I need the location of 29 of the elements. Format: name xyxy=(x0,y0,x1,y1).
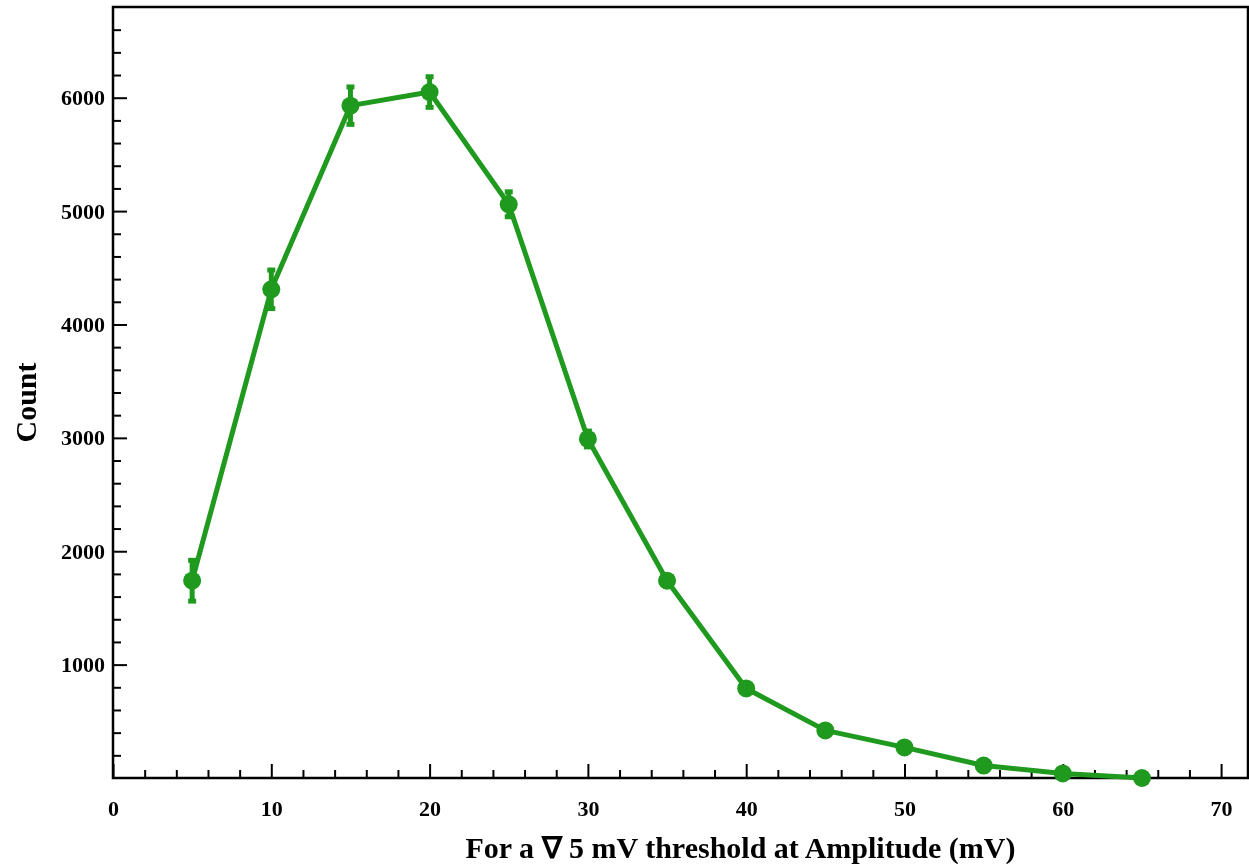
point xyxy=(737,679,756,698)
y-tick-label: 6000 xyxy=(61,85,105,111)
point xyxy=(499,195,518,214)
y-tick-label: 3000 xyxy=(61,425,105,451)
point xyxy=(658,571,677,590)
point xyxy=(1132,769,1151,787)
x-axis-title: For a ∇ 5 mV threshold at Amplitude (mV) xyxy=(465,831,1016,865)
x-tick-label: 40 xyxy=(735,795,758,821)
point xyxy=(895,738,914,757)
x-tick-label: 10 xyxy=(260,795,283,821)
point xyxy=(341,96,360,115)
x-tick-label: 0 xyxy=(108,795,119,821)
point xyxy=(816,721,835,740)
y-tick-label: 5000 xyxy=(61,198,105,224)
y-tick-label: 1000 xyxy=(61,652,105,678)
x-tick-label: 50 xyxy=(893,795,916,821)
y-tick-label: 4000 xyxy=(61,312,105,338)
point xyxy=(974,756,993,775)
point xyxy=(420,83,439,102)
point xyxy=(578,429,597,448)
y-tick-label: 2000 xyxy=(61,538,105,564)
point xyxy=(183,571,202,590)
x-tick-label: 30 xyxy=(577,795,600,821)
x-tick-label: 60 xyxy=(1052,795,1075,821)
y-axis-title: Count xyxy=(9,362,42,443)
point xyxy=(1053,764,1072,783)
x-tick-label: 20 xyxy=(419,795,442,821)
x-tick-label: 70 xyxy=(1210,795,1233,821)
point xyxy=(262,280,281,299)
